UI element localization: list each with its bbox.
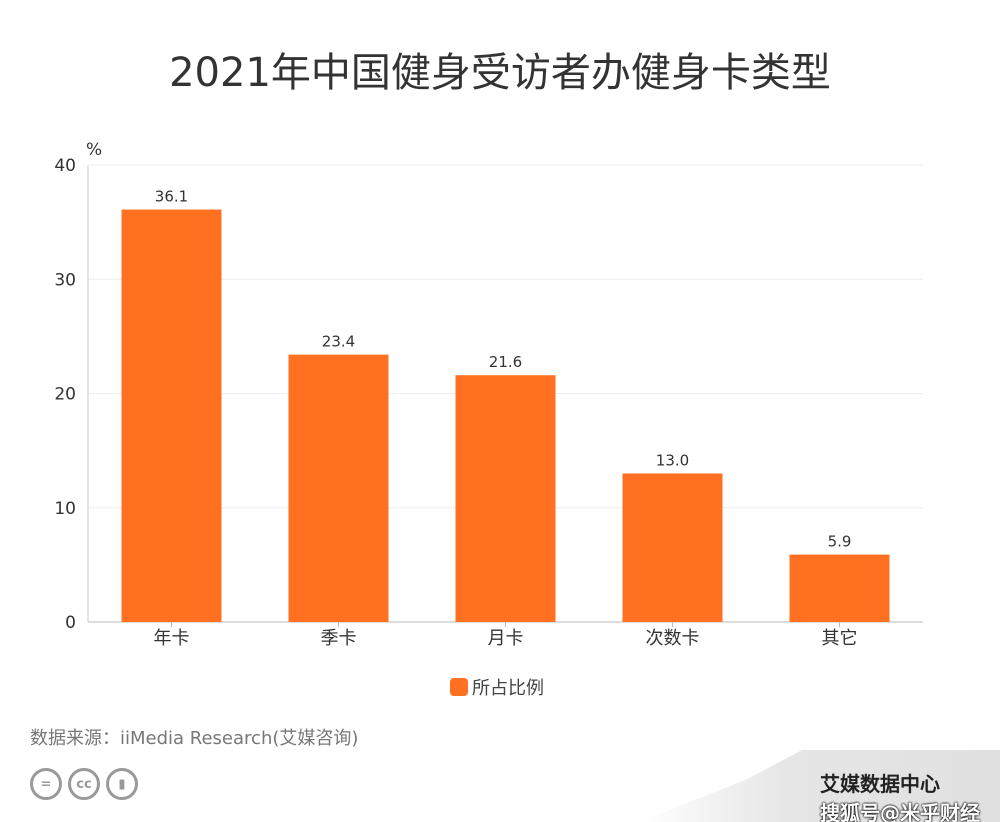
license-icons: = cc ▮ bbox=[30, 768, 138, 800]
chart-title: 2021年中国健身受访者办健身卡类型 bbox=[169, 50, 831, 96]
y-axis-unit: % bbox=[86, 140, 102, 160]
x-tick-label: 其它 bbox=[822, 628, 858, 649]
data-label: 21.6 bbox=[489, 353, 522, 371]
cc-by-icon: ▮ bbox=[106, 768, 138, 800]
y-tick-label: 10 bbox=[54, 499, 76, 519]
x-tick-label: 次数卡 bbox=[646, 628, 700, 649]
data-label: 36.1 bbox=[155, 188, 188, 206]
legend-swatch bbox=[450, 678, 468, 696]
x-tick-label: 季卡 bbox=[321, 628, 357, 649]
data-label: 13.0 bbox=[656, 451, 689, 469]
bar bbox=[622, 473, 723, 622]
legend: 所占比例 bbox=[450, 674, 544, 700]
bar bbox=[789, 554, 890, 622]
brand-logo: 艾媒数据中心 搜狐号@米乎财经 bbox=[820, 768, 980, 822]
watermark: 搜狐号@米乎财经 bbox=[820, 801, 980, 822]
y-tick-label: 0 bbox=[65, 613, 76, 633]
cc-nd-icon: = bbox=[30, 768, 62, 800]
brand-name: 艾媒数据中心 bbox=[820, 772, 940, 796]
data-label: 23.4 bbox=[322, 333, 355, 351]
bar bbox=[455, 375, 556, 622]
cc-icon: cc bbox=[68, 768, 100, 800]
legend-label: 所占比例 bbox=[472, 678, 544, 699]
y-tick-label: 30 bbox=[54, 270, 76, 290]
source-note: 数据来源：iiMedia Research(艾媒咨询) bbox=[30, 728, 359, 749]
bar bbox=[288, 354, 389, 622]
x-tick-label: 年卡 bbox=[154, 628, 190, 649]
y-tick-label: 40 bbox=[54, 156, 76, 176]
y-tick-label: 20 bbox=[54, 385, 76, 405]
x-tick-label: 月卡 bbox=[488, 628, 524, 649]
bar bbox=[121, 209, 222, 622]
data-label: 5.9 bbox=[828, 533, 852, 551]
